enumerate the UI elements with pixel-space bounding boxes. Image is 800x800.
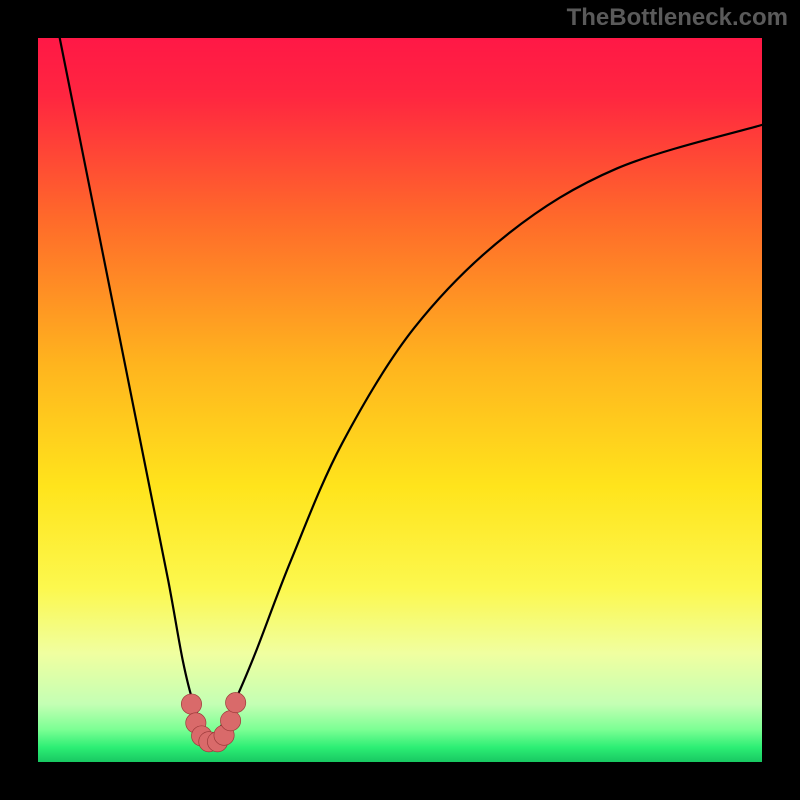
marker-point bbox=[226, 692, 246, 712]
marker-point bbox=[220, 711, 240, 731]
chart-plot bbox=[38, 38, 762, 762]
watermark-text: TheBottleneck.com bbox=[567, 4, 788, 32]
plot-background bbox=[38, 38, 762, 762]
marker-point bbox=[181, 694, 201, 714]
